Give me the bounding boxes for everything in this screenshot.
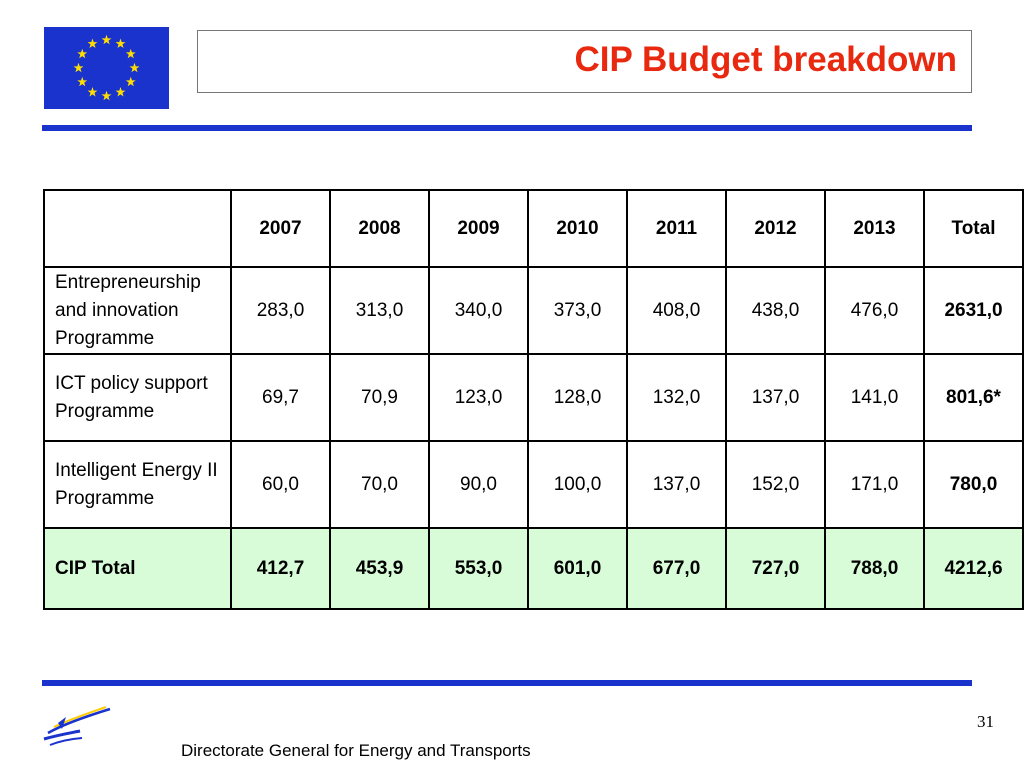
grand-total-cell: 4212,6 [923,527,1024,610]
table-cell: 123,0 [428,353,529,443]
row-total-cell: 780,0 [923,440,1024,530]
table-cell: 476,0 [824,265,925,356]
total-cell: 677,0 [626,527,727,610]
star-icon [125,48,136,59]
table-cell: 408,0 [626,265,727,356]
total-cell: 601,0 [527,527,628,610]
total-cell: 453,9 [329,527,430,610]
table-cell: 69,7 [230,353,331,443]
table-row: ICT policy support Programme 69,7 70,9 1… [43,353,1024,443]
star-icon [87,38,98,48]
footer-text: Directorate General for Energy and Trans… [181,741,531,760]
table-cell: 141,0 [824,353,925,443]
total-row-label: CIP Total [43,527,232,610]
row-label: Entrepreneurship and innovation Programm… [43,265,232,356]
eu-flag-icon [44,27,169,109]
table-cell: 340,0 [428,265,529,356]
bottom-divider [42,680,972,686]
row-label: Intelligent Energy II Programme [43,440,232,530]
table-cell: 152,0 [725,440,826,530]
star-icon [101,90,112,101]
table-cell: 373,0 [527,265,628,356]
star-icon [125,76,136,87]
top-divider [42,125,972,131]
star-icon [129,62,140,73]
star-icon [77,76,88,87]
header-cell-2009: 2009 [428,189,529,268]
star-icon [101,34,112,45]
table-cell: 171,0 [824,440,925,530]
header-cell-total: Total [923,189,1024,268]
table-cell: 128,0 [527,353,628,443]
table-cell: 137,0 [725,353,826,443]
row-total-cell: 2631,0 [923,265,1024,356]
table-cell: 438,0 [725,265,826,356]
star-icon [115,38,126,48]
table-header-row: 2007 2008 2009 2010 2011 2012 2013 Total [43,189,1024,268]
total-row: CIP Total 412,7 453,9 553,0 601,0 677,0 … [43,527,1024,610]
star-icon [87,87,98,97]
table-cell: 132,0 [626,353,727,443]
star-icon [115,87,126,97]
header-cell-2008: 2008 [329,189,430,268]
table-cell: 60,0 [230,440,331,530]
header-cell-2012: 2012 [725,189,826,268]
star-icon [73,62,84,73]
table-cell: 70,0 [329,440,430,530]
row-total-cell: 801,6* [923,353,1024,443]
table-cell: 90,0 [428,440,529,530]
total-cell: 727,0 [725,527,826,610]
total-cell: 553,0 [428,527,529,610]
header-cell-2011: 2011 [626,189,727,268]
total-cell: 788,0 [824,527,925,610]
table-cell: 283,0 [230,265,331,356]
table-cell: 100,0 [527,440,628,530]
header-cell-2013: 2013 [824,189,925,268]
table-cell: 70,9 [329,353,430,443]
page-number: 31 [977,712,994,731]
star-icon [77,48,88,59]
table-cell: 137,0 [626,440,727,530]
budget-table: 2007 2008 2009 2010 2011 2012 2013 Total… [43,189,1024,610]
page-title: CIP Budget breakdown [574,40,957,79]
header-cell-2010: 2010 [527,189,628,268]
total-cell: 412,7 [230,527,331,610]
table-cell: 313,0 [329,265,430,356]
dg-tren-logo-icon [40,703,114,747]
header-cell-2007: 2007 [230,189,331,268]
header-cell-empty [43,189,232,268]
title-box: CIP Budget breakdown [197,30,972,93]
table-row: Intelligent Energy II Programme 60,0 70,… [43,440,1024,530]
table-row: Entrepreneurship and innovation Programm… [43,265,1024,356]
row-label: ICT policy support Programme [43,353,232,443]
